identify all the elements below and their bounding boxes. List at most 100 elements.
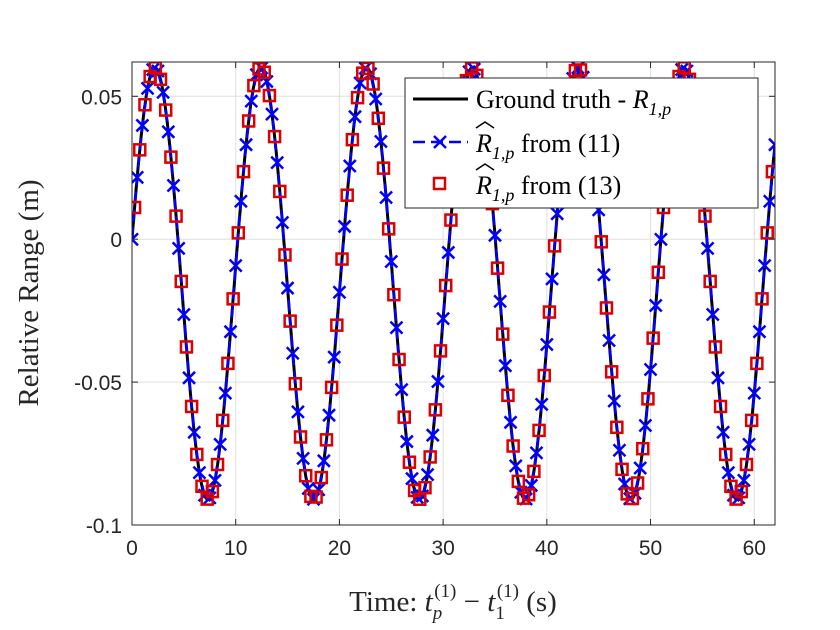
estimate-11-point-48 [374,134,388,149]
estimate-11-point-2 [135,118,150,133]
x-tick-label-4: 40 [535,537,558,560]
estimate-13-point-73 [506,439,520,453]
estimate-11-point-112 [705,307,720,322]
estimate-11-point-21 [234,194,248,209]
axis-ticks [131,62,775,526]
estimate-11-point-27 [265,107,279,121]
estimate-11-point-93 [607,394,622,408]
estimate-11-point-3 [140,81,155,96]
estimate-13-point-30 [283,314,297,328]
estimate-13-point-19 [226,292,240,306]
estimate-13-point-57 [423,450,437,464]
estimate-13-point-9 [174,274,189,289]
x-axis-title-sub-1: 1 [495,603,505,624]
x-tick-label-5: 50 [639,537,662,560]
estimate-13-point-94 [615,462,629,477]
estimate-13-point-98 [636,441,650,456]
estimate-13-point-96 [625,491,640,506]
estimate-11-point-72 [498,358,513,373]
x-axis-title: Time: tp(1) − t1(1) (s) [349,581,557,624]
estimate-11-point-43 [348,109,362,124]
estimate-13-point-122 [760,226,774,240]
estimate-11-point-82 [550,206,565,221]
estimate-11-point-29 [275,215,290,230]
estimate-11-point-121 [752,324,767,339]
x-axis-title-minus: − [456,586,487,618]
estimate-11-point-42 [342,159,357,173]
estimate-13-point-60 [438,278,453,293]
estimate-13-point-99 [641,392,655,406]
estimate-11-point-101 [648,298,663,313]
estimate-11-point-94 [612,443,627,458]
estimate-13-point-78 [532,423,546,438]
estimate-13-point-31 [288,377,303,391]
estimate-11-point-71 [493,294,508,309]
estimate-11-point-49 [379,190,393,205]
estimate-11-point-22 [239,137,253,152]
estimate-11-point-30 [280,281,295,295]
estimate-13-point-12 [190,447,204,462]
estimate-13-point-25 [257,65,271,80]
x-axis-title-t2: t [487,586,496,618]
estimate-11-point-51 [389,320,404,335]
estimate-11-point-113 [711,370,725,385]
estimate-13-point-90 [594,235,609,249]
estimate-13-point-72 [501,388,515,403]
estimate-11-point-102 [654,232,668,247]
estimate-11-point-8 [166,178,181,193]
estimate-13-point-71 [496,327,510,341]
estimate-13-point-43 [350,90,365,105]
estimate-13-point-35 [309,490,323,504]
estimate-13-point-118 [739,457,754,472]
estimate-13-point-93 [610,420,624,435]
x-tick-label-6: 60 [743,537,766,560]
estimate-13-point-41 [340,188,354,202]
estimate-11-point-17 [213,437,228,452]
tick-labels: 0 10 20 30 40 50 60 -0.1 -0.05 0 0.05 [74,86,766,560]
estimate-11-point-98 [633,461,648,475]
estimate-13-point-33 [298,468,313,483]
estimate-13-point-39 [330,318,344,332]
estimate-13-point-11 [184,399,199,414]
legend-estimate-11-marker [433,135,447,149]
estimate-13-point-32 [293,430,308,444]
estimate-13-point-114 [718,447,733,462]
estimate-13-point-5 [153,72,168,87]
estimate-13-point-76 [521,487,536,502]
y-tick-label-3: 0.05 [81,86,122,109]
estimate-11-point-7 [161,124,176,139]
x-tick-label-1: 10 [224,537,247,560]
estimate-11-point-119 [742,437,756,452]
estimate-13-point-80 [542,305,557,319]
estimate-13-point-113 [713,399,728,414]
estimate-11-point-74 [508,458,523,473]
estimate-11-point-6 [156,85,170,100]
estimate-11-point-61 [441,245,456,260]
estimate-13-point-47 [371,111,386,126]
estimate-13-point-91 [599,301,614,315]
x-tick-label-3: 30 [431,537,454,560]
legend-estimate-13-marker [432,176,447,191]
estimate-13-point-117 [734,484,749,499]
estimate-13-point-29 [278,248,292,262]
estimate-11-point-114 [716,425,731,440]
estimate-13-point-97 [630,476,645,490]
estimate-13-point-17 [215,413,230,428]
estimate-11-point-31 [285,346,300,361]
estimate-13-point-58 [428,403,443,417]
estimate-11-point-59 [431,374,445,389]
estimate-11-point-37 [316,453,331,468]
estimate-13-point-37 [319,433,334,447]
estimate-11-point-92 [602,333,616,348]
estimate-13-point-53 [402,455,417,469]
estimate-11-point-33 [296,451,311,466]
estimate-11-point-9 [171,241,186,256]
estimate-13-point-111 [703,274,717,289]
y-tick-label-2: 0 [110,229,122,252]
estimate-11-point-54 [405,471,419,486]
estimate-13-point-101 [651,265,666,280]
estimate-13-point-7 [164,150,178,164]
estimate-11-point-16 [208,473,222,488]
estimate-11-point-12 [187,425,202,440]
